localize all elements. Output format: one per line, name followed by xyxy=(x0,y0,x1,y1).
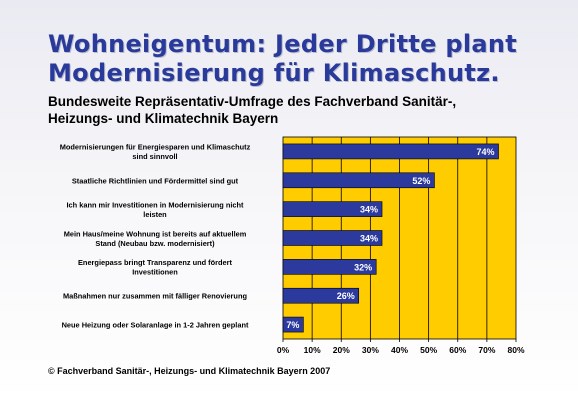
chart-subtitle: Bundesweite Repräsentativ-Umfrage des Fa… xyxy=(48,93,568,127)
bar-value-label: 26% xyxy=(337,291,355,301)
x-tick-label: 70% xyxy=(478,345,495,355)
title-line-2: Modernisierung für Klimaschutz. xyxy=(48,59,500,87)
bar xyxy=(282,316,304,333)
category-label: Staatliche Richtlinien und Fördermittel … xyxy=(72,176,239,185)
x-tick-label: 80% xyxy=(507,345,524,355)
bar-value-label: 7% xyxy=(286,320,299,330)
x-tick-label: 0% xyxy=(277,345,290,355)
bar-value-label: 74% xyxy=(477,147,495,157)
category-label: Energiepass bringt Transparenz und förde… xyxy=(78,258,233,277)
x-tick-label: 50% xyxy=(420,345,437,355)
bar-value-label: 34% xyxy=(360,205,378,215)
category-label: Maßnahmen nur zusammen mit fälliger Reno… xyxy=(63,292,247,301)
category-label-line: Maßnahmen nur zusammen mit fälliger Reno… xyxy=(63,292,247,301)
bar-value-label: 52% xyxy=(412,176,430,186)
category-label-line: Modernisierungen für Energiesparen und K… xyxy=(60,143,251,152)
category-label: Ich kann mir Investitionen in Modernisie… xyxy=(67,200,245,219)
title-line-1: Wohneigentum: Jeder Dritte plant xyxy=(48,30,518,58)
bar xyxy=(282,287,360,304)
bar xyxy=(282,172,435,189)
category-label-line: Neue Heizung oder Solaranlage in 1-2 Jah… xyxy=(62,321,249,330)
category-label: Mein Haus/meine Wohnung ist bereits auf … xyxy=(64,229,247,248)
bar xyxy=(282,230,383,246)
x-tick-label: 40% xyxy=(391,345,408,355)
category-label-line: Mein Haus/meine Wohnung ist bereits auf … xyxy=(64,229,247,238)
category-label-line: sind sinnvoll xyxy=(132,152,177,161)
bar xyxy=(282,259,377,275)
category-label-line: leisten xyxy=(143,210,167,219)
bar xyxy=(282,143,499,160)
page-title: Wohneigentum: Jeder Dritte plant Moderni… xyxy=(48,30,568,88)
category-label-line: Staatliche Richtlinien und Fördermittel … xyxy=(72,176,239,185)
bar xyxy=(282,201,383,217)
bar-value-label: 34% xyxy=(360,234,378,244)
bar-value-label: 32% xyxy=(354,262,372,272)
copyright-footer: © Fachverband Sanitär-, Heizungs- und Kl… xyxy=(48,366,331,376)
category-label-line: Stand (Neubau bzw. modernisiert) xyxy=(95,239,215,248)
x-tick-label: 10% xyxy=(304,345,321,355)
category-label-line: Energiepass bringt Transparenz und förde… xyxy=(78,258,233,267)
category-label-line: Ich kann mir Investitionen in Modernisie… xyxy=(67,200,245,209)
category-label: Modernisierungen für Energiesparen und K… xyxy=(60,143,251,162)
subtitle-line-2: Heizungs- und Klimatechnik Bayern xyxy=(48,111,279,126)
category-label-line: Investitionen xyxy=(132,268,178,277)
x-tick-label: 60% xyxy=(449,345,466,355)
x-tick-label: 20% xyxy=(333,345,350,355)
subtitle-line-1: Bundesweite Repräsentativ-Umfrage des Fa… xyxy=(48,94,457,109)
category-label: Neue Heizung oder Solaranlage in 1-2 Jah… xyxy=(62,321,249,330)
x-tick-label: 30% xyxy=(362,345,379,355)
